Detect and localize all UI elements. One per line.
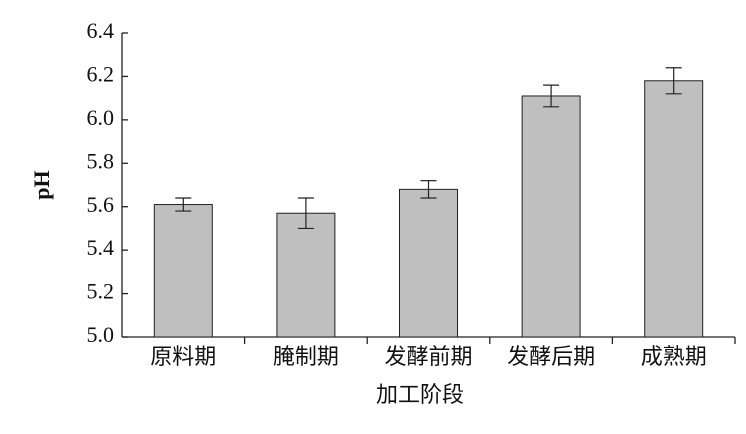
y-tick-label: 5.6	[87, 192, 115, 217]
y-tick-label: 6.4	[87, 18, 115, 43]
y-tick-label: 5.8	[87, 148, 115, 173]
error-bar	[420, 180, 437, 199]
error-bar	[665, 67, 682, 95]
x-axis-label: 加工阶段	[376, 382, 464, 407]
y-tick-label: 6.2	[87, 61, 115, 86]
y-tick-label: 6.0	[87, 105, 115, 130]
x-tick-label: 发酵后期	[507, 344, 595, 369]
error-bar	[543, 84, 560, 108]
x-tick-label: 腌制期	[273, 344, 339, 369]
x-tick-label: 成熟期	[641, 344, 707, 369]
y-tick-label: 5.0	[87, 322, 115, 347]
bar	[153, 204, 213, 338]
y-axis-label: pH	[29, 170, 54, 199]
y-tick-label: 5.4	[87, 235, 115, 260]
y-tick-label: 5.2	[87, 279, 115, 304]
bar	[276, 212, 336, 338]
bar	[399, 188, 458, 338]
error-bar	[297, 197, 314, 230]
x-tick-label: 原料期	[150, 344, 216, 369]
bar	[521, 95, 581, 338]
x-tick-label: 发酵前期	[384, 344, 472, 369]
bar	[644, 80, 704, 338]
error-bar	[175, 197, 192, 212]
